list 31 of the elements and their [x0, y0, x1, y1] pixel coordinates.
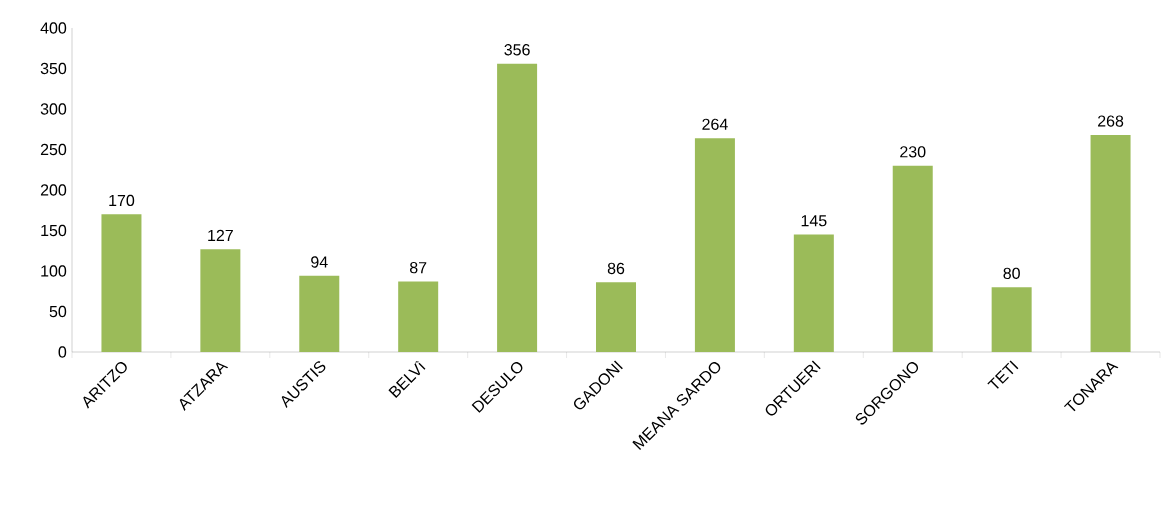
bar	[1090, 134, 1131, 352]
data-label: 80	[1003, 267, 1020, 279]
y-tick-label: 400	[40, 22, 67, 34]
bar	[991, 287, 1032, 352]
data-label: 127	[208, 229, 233, 241]
y-tick-label: 300	[40, 103, 67, 115]
y-tick-label: 350	[40, 62, 67, 75]
y-tick-label: 250	[40, 143, 67, 156]
data-label: 170	[109, 194, 135, 207]
bar	[299, 275, 340, 352]
bar	[200, 249, 241, 352]
data-label: 145	[801, 215, 827, 227]
data-label: 268	[1098, 115, 1124, 127]
bar	[793, 234, 834, 352]
y-tick-label: 100	[41, 265, 67, 277]
bar	[101, 214, 142, 352]
y-tick-label: 50	[49, 305, 67, 318]
y-tick-label: 0	[58, 346, 67, 358]
bar	[694, 138, 735, 352]
data-label: 94	[311, 256, 328, 268]
bar	[596, 282, 637, 352]
data-label: 86	[607, 262, 625, 275]
y-tick-label: 150	[41, 224, 67, 237]
y-tick-label: 200	[40, 184, 67, 196]
bar	[892, 165, 933, 352]
data-label: 230	[900, 146, 926, 158]
bar	[497, 63, 538, 352]
data-label: 264	[702, 118, 728, 130]
data-label: 87	[409, 262, 427, 274]
data-label: 356	[504, 44, 530, 56]
bar	[398, 281, 439, 352]
